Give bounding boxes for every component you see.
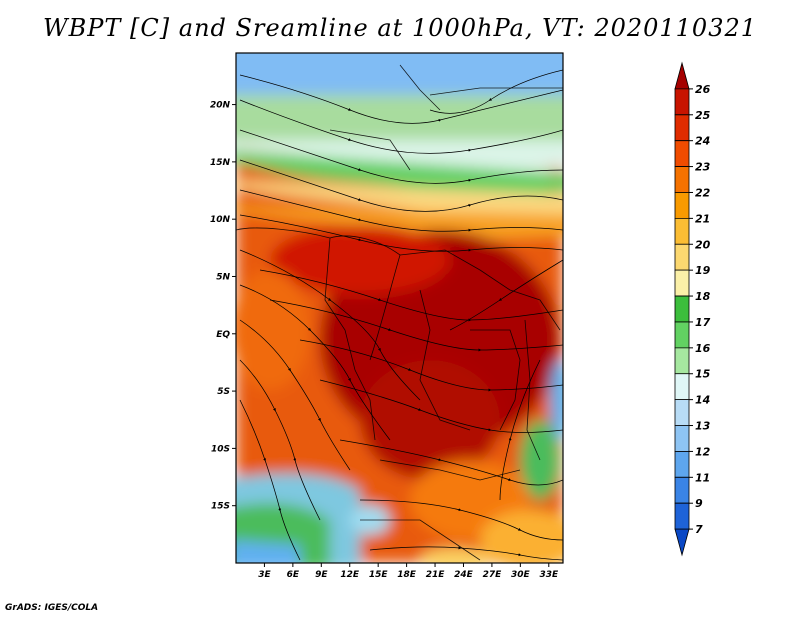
colorbar-label: 11 — [695, 471, 710, 484]
colorbar-segment — [674, 321, 690, 349]
lon-label: 15E — [369, 570, 389, 580]
lat-label: 10S — [211, 444, 230, 454]
colorbar-segment — [674, 269, 690, 297]
colorbar-segment — [674, 399, 690, 426]
temperature-field — [236, 53, 563, 563]
lon-label: 18E — [397, 570, 417, 580]
colorbar-segment — [674, 217, 690, 245]
colorbar-label: 23 — [695, 161, 711, 174]
colorbar-label: 24 — [695, 135, 710, 148]
colorbar-label: 17 — [695, 316, 711, 329]
colorbar-label: 12 — [695, 445, 711, 458]
colorbar-segment — [674, 243, 690, 271]
colorbar-segment — [674, 61, 690, 90]
colorbar-label: 14 — [695, 394, 710, 407]
lat-label: 5N — [216, 272, 230, 282]
map-frame — [235, 52, 564, 564]
colorbar-segment — [674, 114, 690, 142]
lon-label: 24E — [454, 570, 474, 580]
colorbar-segment — [674, 166, 690, 193]
colorbar-label: 19 — [695, 264, 711, 277]
lat-label: 5S — [217, 387, 230, 397]
colorbar-label: 18 — [695, 290, 711, 303]
longitude-axis: 3E 6E 9E 12E 15E 18E 21E 24E 27E 30E 33E — [258, 563, 559, 580]
colorbar-segment — [674, 476, 690, 504]
colorbar-label: 16 — [695, 342, 711, 355]
colorbar-label: 25 — [695, 109, 711, 122]
colorbar-label: 7 — [695, 523, 703, 536]
lon-label: 33E — [539, 570, 559, 580]
colorbar-segment — [674, 425, 690, 452]
lon-label: 3E — [258, 570, 271, 580]
colorbar-label: 13 — [695, 420, 711, 433]
colorbar-label: 22 — [695, 186, 711, 199]
colorbar-segment — [674, 528, 690, 557]
lon-label: 21E — [426, 570, 446, 580]
map-title: WBPT [C] and Sreamline at 1000hPa, VT: 2… — [42, 14, 758, 42]
colorbar-segment — [674, 295, 690, 323]
lat-label: 10N — [210, 215, 231, 225]
colorbar-label: 15 — [695, 368, 711, 381]
lon-label: 9E — [315, 570, 328, 580]
lon-label: 12E — [340, 570, 360, 580]
colorbar-segment — [674, 192, 690, 219]
lat-label: 15N — [210, 158, 231, 168]
colorbar-segment — [674, 347, 690, 375]
streamlines — [239, 69, 563, 561]
colorbar-label: 20 — [695, 238, 711, 251]
colorbar: 26 25 24 23 22 21 20 19 18 17 16 15 14 13 12 11 9 7 — [674, 61, 711, 557]
lon-label: 27E — [483, 570, 503, 580]
latitude-axis: 20N 15N 10N 5N EQ 5S 10S 15S — [210, 101, 236, 512]
colorbar-segment — [674, 502, 690, 530]
lat-label: EQ — [216, 330, 230, 340]
colorbar-segment — [674, 88, 690, 116]
colorbar-label: 26 — [695, 83, 711, 96]
lat-label: 15S — [211, 502, 230, 512]
colorbar-label: 21 — [695, 212, 710, 225]
lon-label: 6E — [287, 570, 300, 580]
colorbar-segment — [674, 451, 690, 478]
colorbar-segment — [674, 373, 690, 401]
colorbar-segment — [674, 140, 690, 167]
lon-label: 30E — [511, 570, 531, 580]
footer-credit: GrADS: IGES/COLA — [5, 603, 99, 613]
colorbar-label: 9 — [695, 497, 703, 510]
lat-label: 20N — [210, 101, 231, 111]
